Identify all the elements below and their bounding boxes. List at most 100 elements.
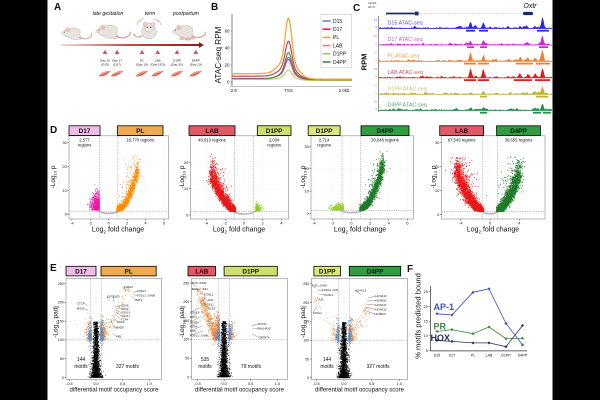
svg-text:-2: -2 — [89, 221, 93, 226]
svg-text:-4: -4 — [459, 221, 463, 226]
svg-text:-Log10 padj: -Log10 padj — [53, 306, 61, 338]
svg-text:PR: PR — [434, 322, 447, 332]
svg-text:2,034: 2,034 — [269, 138, 280, 143]
svg-text:SOX13: SOX13 — [121, 311, 130, 315]
svg-text:60: 60 — [225, 29, 230, 34]
svg-text:Log2 fold change: Log2 fold change — [334, 227, 386, 235]
svg-text:2: 2 — [369, 221, 372, 226]
svg-text:0: 0 — [307, 211, 310, 216]
svg-text:TCF4: TCF4 — [121, 318, 128, 322]
svg-text:postpartum: postpartum — [172, 11, 200, 17]
svg-text:BATF: BATF — [136, 298, 143, 302]
svg-text:0: 0 — [108, 221, 111, 226]
svg-text:PL: PL — [140, 58, 144, 62]
svg-text:MYOG: MYOG — [258, 322, 267, 326]
svg-text:0: 0 — [375, 74, 377, 78]
svg-text:50: 50 — [60, 357, 64, 361]
svg-text:LAB: LAB — [195, 269, 209, 276]
svg-text:144: 144 — [323, 357, 332, 363]
svg-text:(Day 23): (Day 23) — [190, 62, 202, 66]
svg-text:30: 30 — [435, 140, 440, 145]
svg-text:-Log10 p: -Log10 p — [431, 165, 439, 188]
svg-text:10: 10 — [62, 188, 67, 193]
svg-text:0: 0 — [65, 212, 68, 217]
svg-text:Log2 fold change: Log2 fold change — [213, 227, 265, 235]
svg-text:0.5: 0.5 — [248, 382, 253, 386]
svg-text:D17: D17 — [449, 354, 456, 358]
svg-text:FOSL2: FOSL2 — [325, 293, 334, 297]
svg-text:PL ATAC-seq: PL ATAC-seq — [388, 53, 420, 59]
svg-text:0: 0 — [375, 58, 377, 62]
svg-text:differential motif occupancy s: differential motif occupancy score — [70, 388, 160, 394]
svg-text:0.5: 0.5 — [369, 382, 374, 386]
svg-text:LAB: LAB — [455, 128, 469, 135]
svg-text:0.0: 0.0 — [93, 382, 98, 386]
svg-text:HOX: HOX — [431, 333, 451, 343]
svg-text:F: F — [407, 264, 413, 275]
svg-text:FOSL2::JUN: FOSL2::JUN — [192, 287, 208, 291]
svg-text:0: 0 — [375, 25, 377, 29]
svg-text:4: 4 — [388, 221, 391, 226]
svg-text:1.0: 1.0 — [397, 382, 402, 386]
svg-text:HOXC12: HOXC12 — [376, 308, 388, 312]
svg-text:1.0: 1.0 — [275, 382, 280, 386]
svg-text:200: 200 — [303, 301, 309, 305]
svg-text:-4: -4 — [312, 221, 316, 226]
svg-text:LAB ATAC-seq: LAB ATAC-seq — [388, 70, 423, 76]
svg-text:15: 15 — [374, 18, 378, 22]
svg-text:D1PP: D1PP — [316, 128, 333, 135]
svg-text:15: 15 — [374, 67, 378, 71]
svg-text:B: B — [211, 2, 218, 13]
svg-text:-4: -4 — [205, 221, 209, 226]
svg-text:0: 0 — [375, 42, 377, 46]
svg-text:D6PP: D6PP — [192, 58, 200, 62]
svg-text:-0.5: -0.5 — [194, 382, 201, 386]
svg-text:regions: regions — [78, 143, 92, 148]
svg-text:10: 10 — [304, 189, 309, 194]
svg-text:15: 15 — [374, 34, 378, 38]
svg-text:FOSL1: FOSL1 — [205, 303, 214, 307]
svg-text:150: 150 — [183, 319, 189, 323]
svg-text:ELF4: ELF4 — [190, 315, 197, 319]
svg-text:6: 6 — [406, 221, 409, 226]
svg-text:motifs: motifs — [74, 364, 88, 370]
svg-text:-0.5: -0.5 — [66, 382, 73, 386]
svg-text:535: 535 — [201, 357, 210, 363]
svg-text:regions: regions — [317, 143, 331, 148]
svg-text:15: 15 — [374, 100, 378, 104]
svg-text:JUN: JUN — [208, 298, 213, 302]
svg-text:FOSL1: FOSL1 — [313, 311, 322, 315]
svg-text:D: D — [50, 125, 57, 136]
svg-text:100: 100 — [303, 339, 309, 343]
svg-text:327 motifs: 327 motifs — [116, 364, 140, 370]
svg-text:LAB: LAB — [205, 128, 219, 135]
svg-text:0: 0 — [350, 221, 353, 226]
svg-text:D1PP: D1PP — [501, 354, 511, 358]
svg-text:2,577: 2,577 — [79, 138, 90, 143]
svg-text:250: 250 — [58, 282, 64, 286]
svg-text:50: 50 — [185, 357, 189, 361]
svg-text:D4PP: D4PP — [377, 128, 394, 135]
svg-text:CTCF: CTCF — [77, 302, 85, 306]
svg-text:1.0: 1.0 — [147, 382, 152, 386]
svg-text:2: 2 — [261, 221, 264, 226]
svg-text:HOXA13: HOXA13 — [355, 289, 366, 293]
svg-text:FOS::JUND: FOS::JUND — [312, 284, 327, 288]
svg-text:0: 0 — [243, 221, 246, 226]
svg-text:MSX2: MSX2 — [77, 307, 85, 311]
svg-text:differential motif occupancy s: differential motif occupancy score — [315, 388, 405, 394]
svg-text:FOS::JUND: FOS::JUND — [192, 281, 207, 285]
svg-text:SOX4: SOX4 — [190, 325, 198, 329]
svg-text:C: C — [353, 3, 360, 14]
svg-text:RPM: RPM — [360, 54, 369, 71]
svg-text:-Log10 p: -Log10 p — [300, 165, 308, 188]
svg-text:SOX9: SOX9 — [121, 307, 129, 311]
svg-text:D17 ATAC-seq: D17 ATAC-seq — [388, 37, 423, 43]
svg-text:HOXD11: HOXD11 — [376, 299, 387, 303]
svg-text:FOSL2: FOSL2 — [205, 293, 214, 297]
svg-text:D4PP: D4PP — [367, 269, 384, 276]
svg-text:PL: PL — [136, 128, 144, 135]
svg-text:ZBTB7A: ZBTB7A — [259, 336, 270, 340]
svg-text:0: 0 — [227, 80, 230, 85]
svg-text:-Log10 p: -Log10 p — [179, 165, 187, 188]
